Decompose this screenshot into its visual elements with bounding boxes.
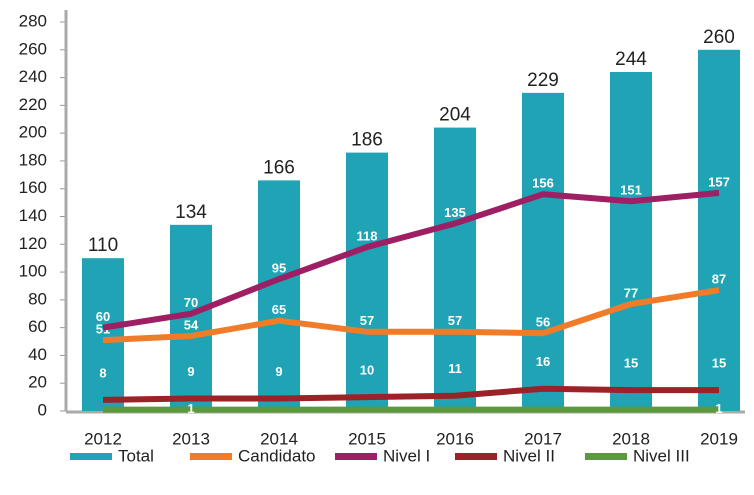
data-label: 11 (448, 361, 462, 376)
x-tick-label: 2013 (172, 429, 210, 448)
data-label: 56 (536, 315, 550, 330)
line (102, 287, 720, 344)
data-label: 10 (360, 363, 374, 378)
x-tick-label: 2018 (612, 429, 650, 448)
x-tick-label: 2014 (260, 429, 298, 448)
bar (82, 258, 124, 411)
data-label: 95 (272, 260, 286, 275)
x-tick-label: 2012 (84, 429, 122, 448)
bar (698, 49, 740, 412)
y-tick-label: 280 (19, 11, 47, 30)
x-tick-label: 2017 (524, 429, 562, 448)
y-tick-label: 0 (38, 400, 47, 419)
y-tick-label: 220 (19, 95, 47, 114)
data-label: 9 (275, 364, 282, 379)
total-label: 244 (615, 49, 647, 70)
y-tick-label: 20 (28, 373, 47, 392)
bar (346, 152, 388, 412)
data-label: 65 (272, 302, 286, 317)
x-tick-label: 2019 (700, 429, 738, 448)
data-label: 15 (712, 356, 726, 371)
legend-label: Nivel III (633, 446, 690, 465)
legend-label: Total (118, 446, 154, 465)
line (102, 385, 719, 403)
legend-swatch (455, 453, 497, 460)
data-label: 1 (187, 401, 194, 416)
x-tick-label: 2015 (348, 429, 386, 448)
bar (258, 180, 300, 411)
data-label: 1 (715, 401, 722, 416)
data-label: 54 (184, 317, 199, 332)
legend-label: Nivel I (383, 446, 430, 465)
data-label: 57 (360, 313, 374, 328)
data-label: 156 (532, 176, 554, 191)
legend-swatch (585, 453, 627, 460)
x-tick-label: 2016 (436, 429, 474, 448)
data-label: 8 (99, 365, 106, 380)
legend-label: Candidato (238, 446, 316, 465)
bar (522, 92, 564, 411)
y-tick-label: 260 (19, 39, 47, 58)
total-label: 229 (527, 70, 559, 91)
data-label: 77 (624, 285, 638, 300)
y-tick-label: 100 (19, 262, 47, 281)
total-label: 260 (703, 27, 735, 48)
data-label: 135 (444, 205, 466, 220)
data-label: 16 (536, 354, 550, 369)
y-tick-label: 200 (19, 123, 47, 142)
legend-swatch (190, 453, 232, 460)
y-tick-label: 120 (19, 234, 47, 253)
data-label: 118 (357, 229, 378, 244)
y-tick-label: 160 (19, 178, 47, 197)
y-tick-label: 240 (19, 67, 47, 86)
total-label: 186 (351, 130, 383, 151)
data-label: 57 (448, 313, 462, 328)
y-tick-label: 40 (28, 345, 47, 364)
y-tick-label: 180 (19, 150, 47, 169)
bar (610, 72, 652, 411)
data-label: 157 (708, 174, 730, 189)
line (102, 189, 720, 331)
data-label: 60 (96, 309, 110, 324)
y-tick-label: 80 (28, 289, 47, 308)
legend-label: Nivel II (503, 446, 555, 465)
data-label: 70 (184, 295, 198, 310)
data-label: 87 (712, 272, 726, 287)
data-label: 151 (620, 183, 642, 198)
y-tick-label: 60 (28, 317, 47, 336)
total-label: 204 (439, 105, 471, 126)
total-label: 134 (175, 202, 207, 223)
bar (434, 127, 476, 411)
legend-swatch (70, 453, 112, 460)
total-label: 110 (88, 235, 118, 256)
total-label: 166 (263, 157, 295, 178)
legend-swatch (335, 453, 377, 460)
y-tick-label: 140 (19, 206, 47, 225)
data-label: 9 (187, 364, 194, 379)
data-label: 15 (624, 356, 638, 371)
